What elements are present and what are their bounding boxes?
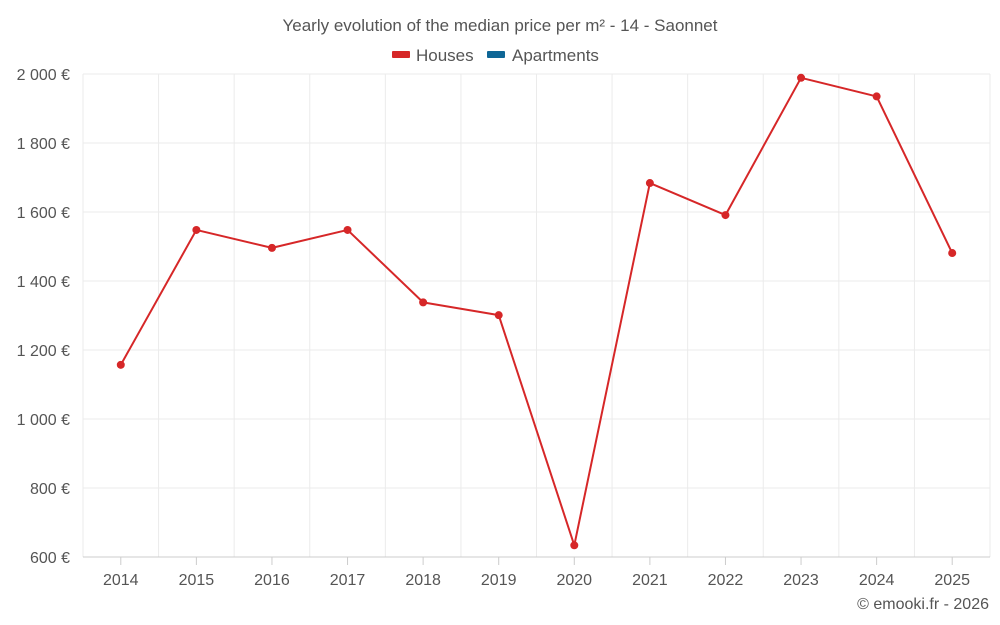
y-tick-label: 1 800 € (17, 136, 70, 153)
legend-label-apartments: Apartments (512, 46, 599, 65)
x-tick-label: 2024 (859, 572, 895, 589)
y-tick-label: 2 000 € (17, 67, 70, 84)
legend-swatch-apartments (487, 51, 505, 58)
data-point-houses-2016[interactable] (267, 243, 276, 252)
legend-label-houses: Houses (416, 46, 474, 65)
x-tick-label: 2015 (179, 572, 215, 589)
y-tick-label: 1 400 € (17, 274, 70, 291)
data-point-houses-2021[interactable] (645, 179, 654, 188)
legend-item-houses[interactable]: Houses (392, 46, 474, 65)
x-tick-label: 2023 (783, 572, 819, 589)
data-point-houses-2018[interactable] (419, 298, 428, 307)
x-tick-label: 2019 (481, 572, 517, 589)
y-tick-label: 600 € (30, 550, 70, 567)
x-tick-label: 2022 (708, 572, 744, 589)
series-group (116, 73, 957, 550)
horizontal-grid (83, 73, 990, 489)
data-point-houses-2024[interactable] (872, 92, 881, 101)
x-tick-label: 2018 (405, 572, 441, 589)
data-point-houses-2015[interactable] (192, 225, 201, 234)
x-tick-label: 2014 (103, 572, 139, 589)
x-tick-label: 2021 (632, 572, 668, 589)
x-tick-label: 2016 (254, 572, 290, 589)
data-point-houses-2023[interactable] (797, 73, 806, 82)
data-point-houses-2025[interactable] (948, 249, 957, 258)
y-axis-ticks: 600 € 800 € 1 000 € 1 200 € 1 400 € 1 600 € 1 … (17, 67, 70, 567)
data-point-houses-2019[interactable] (494, 311, 503, 320)
x-tick-label: 2020 (556, 572, 592, 589)
credit-text: © emooki.fr - 2026 (857, 596, 989, 613)
data-point-houses-2014[interactable] (116, 360, 125, 369)
y-tick-label: 800 € (30, 481, 70, 498)
chart-title: Yearly evolution of the median price per… (282, 16, 717, 35)
legend-swatch-houses (392, 51, 410, 58)
data-point-houses-2017[interactable] (343, 225, 352, 234)
legend: Houses Apartments (392, 46, 599, 65)
x-axis-ticks: 2014 2015 2016 2017 2018 2019 2020 2021 2022 2023… (103, 557, 970, 589)
y-tick-label: 1 000 € (17, 412, 70, 429)
data-point-houses-2020[interactable] (570, 541, 579, 550)
vertical-grid (82, 74, 991, 557)
data-point-houses-2022[interactable] (721, 211, 730, 220)
x-tick-label: 2025 (934, 572, 970, 589)
y-tick-label: 1 600 € (17, 205, 70, 222)
x-tick-label: 2017 (330, 572, 366, 589)
y-tick-label: 1 200 € (17, 343, 70, 360)
series-line-houses (119, 76, 954, 547)
legend-item-apartments[interactable]: Apartments (487, 46, 599, 65)
